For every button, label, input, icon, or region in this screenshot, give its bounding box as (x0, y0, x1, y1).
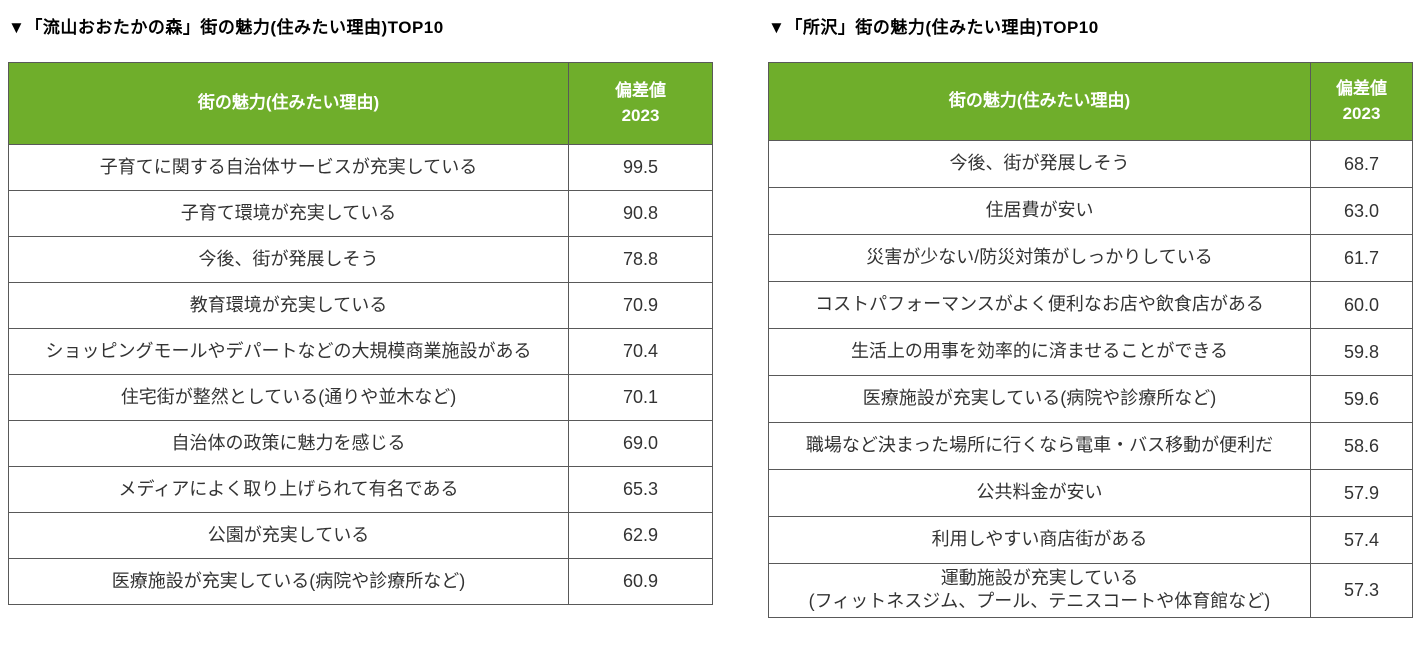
reason-cell: メディアによく取り上げられて有名である (8, 466, 569, 513)
score-cell: 99.5 (568, 144, 713, 191)
score-cell: 70.9 (568, 282, 713, 329)
score-cell: 59.6 (1310, 375, 1413, 423)
table-row: 医療施設が充実している(病院や診療所など) 59.6 (768, 375, 1413, 423)
reason-cell: コストパフォーマンスがよく便利なお店や飲食店がある (768, 281, 1311, 329)
reason-cell: 運動施設が充実している (フィットネスジム、プール、テニスコートや体育館など) (768, 563, 1311, 618)
reason-cell: 公共料金が安い (768, 469, 1311, 517)
table-body: 今後、街が発展しそう 68.7 住居費が安い 63.0 災害が少ない/防災対策がしっかり… (768, 140, 1413, 618)
header-row: 街の魅力(住みたい理由) 偏差値 2023 (768, 62, 1413, 141)
reason-cell: 子育て環境が充実している (8, 190, 569, 237)
reason-cell: 公園が充実している (8, 512, 569, 559)
table-title: ▼「流山おおたかの森」街の魅力(住みたい理由)TOP10 (8, 18, 444, 37)
score-cell: 69.0 (568, 420, 713, 467)
reason-cell: 今後、街が発展しそう (768, 140, 1311, 188)
table-row: 子育て環境が充実している 90.8 (8, 190, 713, 237)
reason-cell: 子育てに関する自治体サービスが充実している (8, 144, 569, 191)
reason-cell: 住宅街が整然としている(通りや並木など) (8, 374, 569, 421)
reason-cell: 今後、街が発展しそう (8, 236, 569, 283)
table-header: 街の魅力(住みたい理由) 偏差値 2023 (8, 62, 713, 145)
reason-cell: 職場など決まった場所に行くなら電車・バス移動が便利だ (768, 422, 1311, 470)
score-cell: 90.8 (568, 190, 713, 237)
table-row: 職場など決まった場所に行くなら電車・バス移動が便利だ 58.6 (768, 422, 1413, 470)
table-row: ショッピングモールやデパートなどの大規模商業施設がある 70.4 (8, 328, 713, 375)
score-cell: 58.6 (1310, 422, 1413, 470)
column-header-score: 偏差値 2023 (568, 62, 713, 145)
score-cell: 70.4 (568, 328, 713, 375)
score-cell: 57.4 (1310, 516, 1413, 564)
panel-nagareyama-otakanomori: ▼「流山おおたかの森」街の魅力(住みたい理由)TOP10 街の魅力(住みたい理由… (8, 10, 713, 605)
table-row: 生活上の用事を効率的に済ませることができる 59.8 (768, 328, 1413, 376)
table-row: 教育環境が充実している 70.9 (8, 282, 713, 329)
table-title: ▼「所沢」街の魅力(住みたい理由)TOP10 (768, 18, 1099, 37)
table-row: 運動施設が充実している (フィットネスジム、プール、テニスコートや体育館など) 5… (768, 563, 1413, 618)
table-row: 今後、街が発展しそう 68.7 (768, 140, 1413, 188)
score-cell: 57.9 (1310, 469, 1413, 517)
table-row: メディアによく取り上げられて有名である 65.3 (8, 466, 713, 513)
table-row: 住宅街が整然としている(通りや並木など) 70.1 (8, 374, 713, 421)
score-cell: 65.3 (568, 466, 713, 513)
score-cell: 68.7 (1310, 140, 1413, 188)
reason-cell: 自治体の政策に魅力を感じる (8, 420, 569, 467)
panel-tokorozawa: ▼「所沢」街の魅力(住みたい理由)TOP10 街の魅力(住みたい理由) 偏差値 … (768, 10, 1413, 618)
score-cell: 62.9 (568, 512, 713, 559)
score-cell: 70.1 (568, 374, 713, 421)
reason-cell: 教育環境が充実している (8, 282, 569, 329)
column-header-score: 偏差値 2023 (1310, 62, 1413, 141)
score-cell: 61.7 (1310, 234, 1413, 282)
score-cell: 63.0 (1310, 187, 1413, 235)
reason-cell: 医療施設が充実している(病院や診療所など) (768, 375, 1311, 423)
score-cell: 60.0 (1310, 281, 1413, 329)
reason-cell: ショッピングモールやデパートなどの大規模商業施設がある (8, 328, 569, 375)
table-row: 利用しやすい商店街がある 57.4 (768, 516, 1413, 564)
ranking-table: 街の魅力(住みたい理由) 偏差値 2023 子育てに関する自治体サービスが充実し… (8, 62, 713, 605)
table-row: 自治体の政策に魅力を感じる 69.0 (8, 420, 713, 467)
reason-cell: 災害が少ない/防災対策がしっかりしている (768, 234, 1311, 282)
table-body: 子育てに関する自治体サービスが充実している 99.5 子育て環境が充実している 90.… (8, 144, 713, 605)
table-row: 災害が少ない/防災対策がしっかりしている 61.7 (768, 234, 1413, 282)
table-row: 公共料金が安い 57.9 (768, 469, 1413, 517)
reason-cell: 利用しやすい商店街がある (768, 516, 1311, 564)
table-row: コストパフォーマンスがよく便利なお店や飲食店がある 60.0 (768, 281, 1413, 329)
score-cell: 60.9 (568, 558, 713, 605)
table-row: 子育てに関する自治体サービスが充実している 99.5 (8, 144, 713, 191)
ranking-table: 街の魅力(住みたい理由) 偏差値 2023 今後、街が発展しそう 68.7 住居費が… (768, 62, 1413, 618)
column-header-reason: 街の魅力(住みたい理由) (8, 62, 569, 145)
table-row: 公園が充実している 62.9 (8, 512, 713, 559)
score-cell: 78.8 (568, 236, 713, 283)
score-cell: 59.8 (1310, 328, 1413, 376)
table-header: 街の魅力(住みたい理由) 偏差値 2023 (768, 62, 1413, 141)
table-row: 医療施設が充実している(病院や診療所など) 60.9 (8, 558, 713, 605)
header-row: 街の魅力(住みたい理由) 偏差値 2023 (8, 62, 713, 145)
reason-cell: 生活上の用事を効率的に済ませることができる (768, 328, 1311, 376)
column-header-reason: 街の魅力(住みたい理由) (768, 62, 1311, 141)
reason-cell: 医療施設が充実している(病院や診療所など) (8, 558, 569, 605)
score-cell: 57.3 (1310, 563, 1413, 618)
table-row: 今後、街が発展しそう 78.8 (8, 236, 713, 283)
reason-cell: 住居費が安い (768, 187, 1311, 235)
table-row: 住居費が安い 63.0 (768, 187, 1413, 235)
